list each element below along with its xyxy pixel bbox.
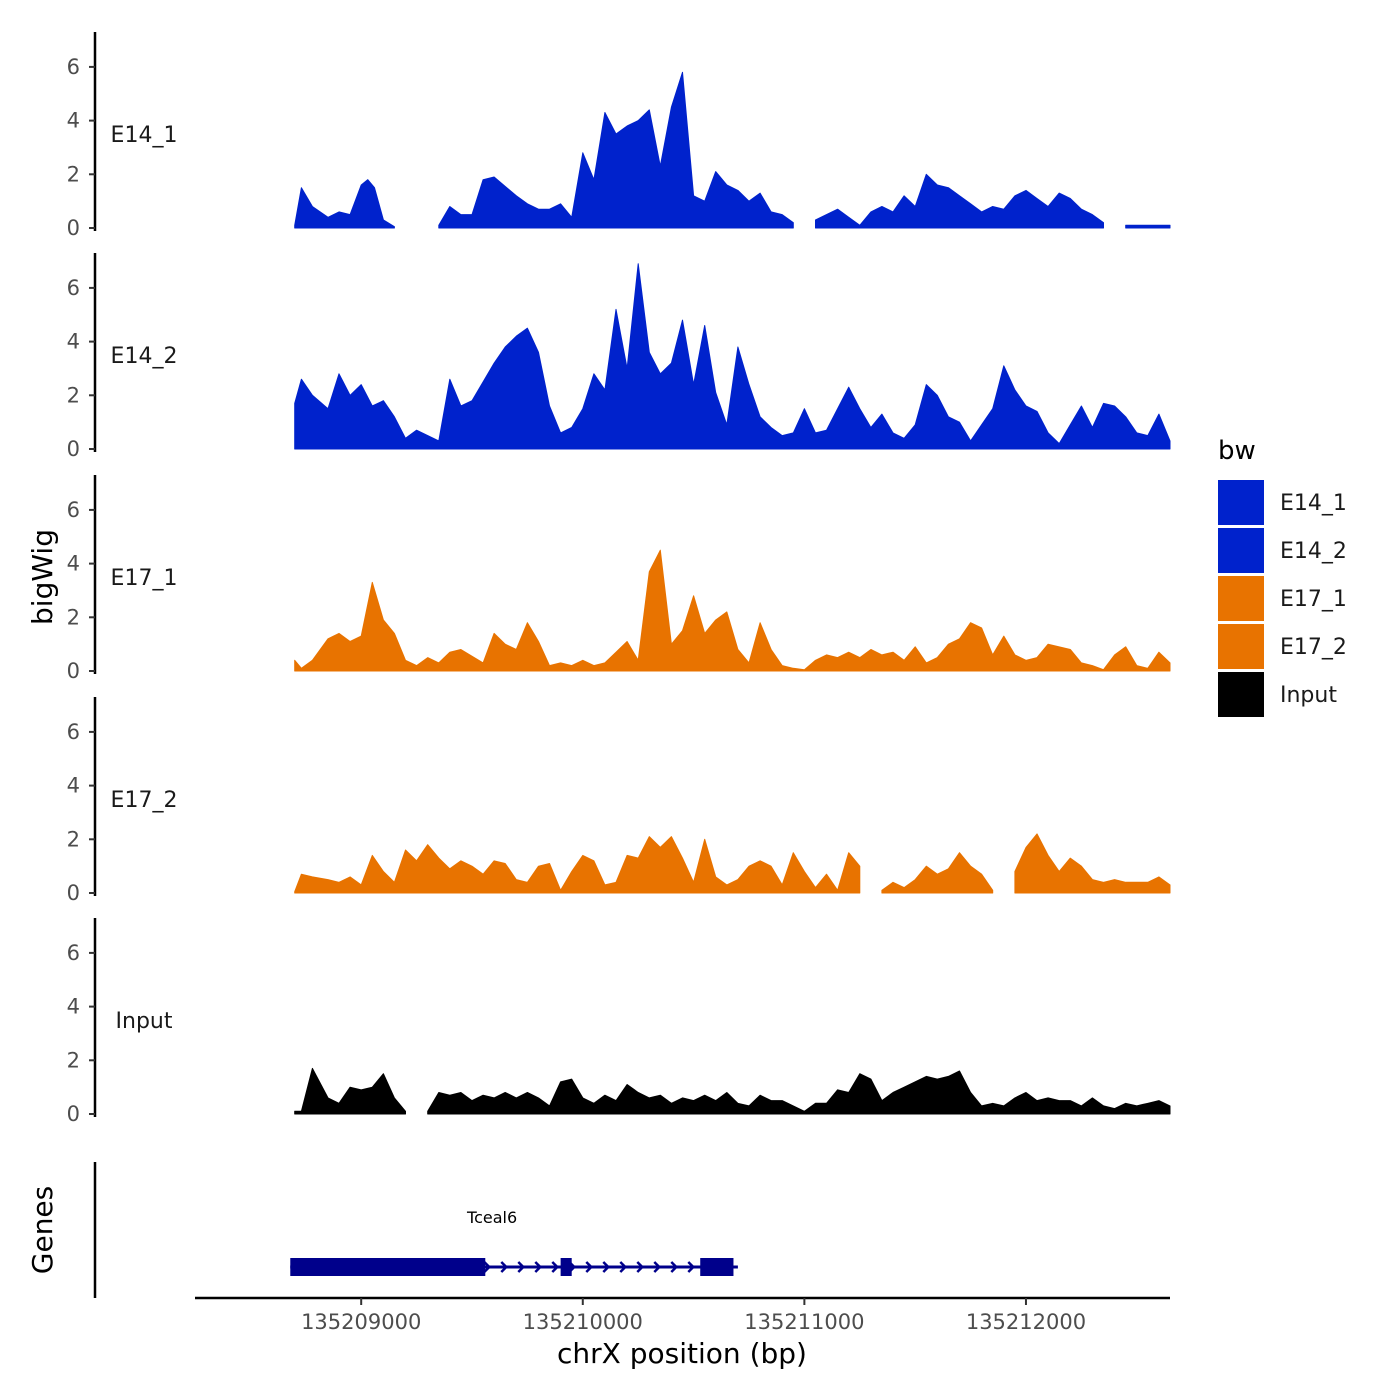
x-tick-label: 135210000 xyxy=(523,1310,643,1334)
y-tick-label: 6 xyxy=(67,498,80,522)
track-label: E14_1 xyxy=(111,123,178,148)
signal-area xyxy=(294,263,1171,450)
track-E14_2: 0 2 4 6 E14_2 xyxy=(67,253,1171,461)
x-ticks: 135209000 135210000 135211000 135212000 xyxy=(301,1298,1086,1334)
y-tick-label: 6 xyxy=(67,941,80,965)
y-tick-label: 0 xyxy=(67,881,80,905)
strand-chevron xyxy=(602,1261,611,1273)
strand-chevron xyxy=(636,1261,645,1273)
legend-label: E17_1 xyxy=(1280,587,1347,612)
signal-area xyxy=(815,173,1104,229)
signal-area xyxy=(1014,833,1171,894)
track-label: E17_1 xyxy=(111,566,178,591)
legend-item: E17_1 xyxy=(1218,576,1347,621)
signal-area xyxy=(294,836,861,894)
strand-chevron xyxy=(687,1261,696,1273)
signal-area xyxy=(1125,224,1171,229)
y-tick-label: 4 xyxy=(67,552,80,576)
y-tick-label: 2 xyxy=(67,605,80,629)
y-tick-label: 4 xyxy=(67,330,80,354)
y-tick-label: 0 xyxy=(67,216,80,240)
strand-chevron xyxy=(653,1261,662,1273)
y-tick-label: 2 xyxy=(67,1048,80,1072)
signal-area xyxy=(438,71,794,229)
strand-chevron xyxy=(551,1261,560,1273)
gene-models: Tceal6 xyxy=(290,1208,738,1276)
signal-area xyxy=(294,549,1171,672)
legend-swatch xyxy=(1218,672,1264,717)
y-tick-label: 4 xyxy=(67,109,80,133)
x-tick-label: 135209000 xyxy=(301,1310,421,1334)
gene-exon xyxy=(290,1258,486,1276)
track-E14_1: 0 2 4 6 E14_1 xyxy=(67,32,1171,240)
y-tick-label: 4 xyxy=(67,774,80,798)
legend-item: Input xyxy=(1218,672,1337,717)
legend-swatch xyxy=(1218,624,1264,669)
legend-title: bw xyxy=(1218,436,1256,466)
strand-chevron xyxy=(534,1261,543,1273)
legend-swatch xyxy=(1218,576,1264,621)
track-E17_2: 0 2 4 6 E17_2 xyxy=(67,697,1171,905)
strand-chevron xyxy=(670,1261,679,1273)
y-tick-label: 2 xyxy=(67,827,80,851)
strand-chevron xyxy=(483,1261,492,1273)
y-tick-label: 0 xyxy=(67,659,80,683)
legend-label: E14_1 xyxy=(1280,491,1347,516)
track-E17_1: 0 2 4 6 E17_1 xyxy=(67,475,1171,683)
legend-label: E17_2 xyxy=(1280,635,1347,660)
y-tick-label: 2 xyxy=(67,383,80,407)
legend-label: Input xyxy=(1280,683,1337,708)
y-tick-label: 2 xyxy=(67,162,80,186)
y-tick-label: 0 xyxy=(67,1102,80,1126)
legend-item: E17_2 xyxy=(1218,624,1347,669)
x-axis: 135209000 135210000 135211000 135212000 chr… xyxy=(195,1296,1170,1370)
genes-panel: Genes Tceal6 xyxy=(26,1162,738,1298)
signal-area xyxy=(427,1070,1171,1115)
y-axis-title: bigWig xyxy=(26,529,59,625)
strand-chevron xyxy=(517,1261,526,1273)
x-tick-label: 135211000 xyxy=(744,1310,864,1334)
genes-panel-title: Genes xyxy=(26,1186,59,1274)
legend: bw E14_1 E14_2 E17_1 E17_2 Input xyxy=(1218,436,1347,717)
x-tick-label: 135212000 xyxy=(966,1310,1086,1334)
signal-area xyxy=(294,179,395,229)
signal-area xyxy=(881,852,994,894)
legend-swatch xyxy=(1218,528,1264,573)
legend-item: E14_2 xyxy=(1218,528,1347,573)
strand-chevron xyxy=(585,1261,594,1273)
gene-exon xyxy=(700,1258,734,1276)
strand-chevron xyxy=(619,1261,628,1273)
y-tick-label: 6 xyxy=(67,720,80,744)
track-Input: 0 2 4 6 Input xyxy=(67,918,1171,1126)
gene-label: Tceal6 xyxy=(466,1208,517,1227)
y-tick-label: 6 xyxy=(67,276,80,300)
track-label: Input xyxy=(116,1009,173,1034)
signal-area xyxy=(294,1067,406,1115)
y-tick-label: 4 xyxy=(67,995,80,1019)
y-tick-label: 6 xyxy=(67,55,80,79)
track-label: E17_2 xyxy=(111,788,178,813)
strand-chevron xyxy=(500,1261,509,1273)
gene-exon xyxy=(560,1258,572,1276)
legend-label: E14_2 xyxy=(1280,539,1347,564)
legend-item: E14_1 xyxy=(1218,480,1347,525)
signal-tracks: 0 2 4 6 E14_1 0 2 4 6 E14_2 0 2 4 6 E17_1 0 2 4 6 E17_2 0 2 4 6… xyxy=(67,32,1171,1126)
track-label: E14_2 xyxy=(111,344,178,369)
gene-Tceal6: Tceal6 xyxy=(290,1208,738,1276)
y-tick-label: 0 xyxy=(67,437,80,461)
legend-items: E14_1 E14_2 E17_1 E17_2 Input xyxy=(1218,480,1347,717)
legend-swatch xyxy=(1218,480,1264,525)
x-axis-title: chrX position (bp) xyxy=(557,1337,807,1370)
